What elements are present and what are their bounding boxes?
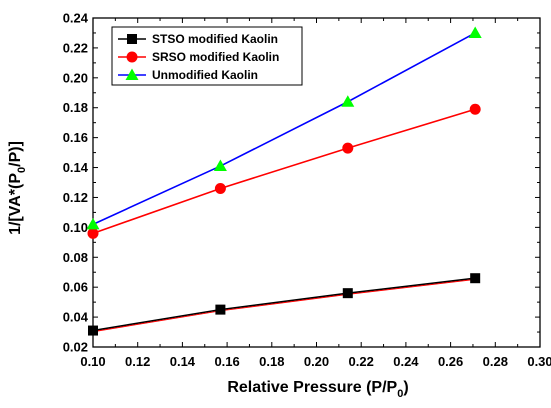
y-tick-label: 0.04 [63, 310, 89, 325]
data-point [342, 142, 354, 154]
data-point [87, 227, 99, 239]
y-tick-label: 0.22 [63, 40, 88, 55]
y-tick-label: 0.10 [63, 220, 88, 235]
y-axis-title: 1/[VA*(P0/P)] [7, 141, 28, 235]
x-axis-title: Relative Pressure (P/P0) [227, 379, 408, 400]
y-tick-label: 0.02 [63, 340, 88, 355]
x-tick-label: 0.24 [393, 354, 419, 369]
legend-marker [126, 51, 138, 63]
data-point [468, 26, 482, 38]
x-tick-label: 0.14 [170, 354, 196, 369]
y-tick-label: 0.08 [63, 250, 88, 265]
series-layer [86, 26, 482, 336]
data-point [342, 288, 353, 299]
y-tick-label: 0.16 [63, 130, 88, 145]
series-2 [86, 26, 482, 230]
data-point [213, 159, 227, 172]
data-point [88, 325, 98, 336]
x-tick-label: 0.28 [483, 354, 508, 369]
x-tick-label: 0.12 [125, 354, 150, 369]
x-tick-label: 0.30 [527, 354, 551, 369]
x-tick-label: 0.20 [304, 354, 329, 369]
series-line [92, 108, 476, 235]
legend-marker [125, 68, 139, 80]
legend-label: Unmodified Kaolin [152, 68, 258, 82]
series-line [92, 277, 476, 332]
legend-label: SRSO modified Kaolin [152, 50, 279, 64]
series-1 [87, 103, 481, 239]
series-0 [88, 273, 481, 336]
x-tick-label: 0.26 [438, 354, 463, 369]
data-point [86, 217, 100, 230]
y-tick-label: 0.18 [63, 100, 88, 115]
series-line [92, 32, 476, 226]
data-point [214, 182, 226, 194]
data-point [469, 103, 481, 115]
legend: STSO modified Kaolin SRSO modified Kaolin… [111, 26, 303, 86]
y-tick-label: 0.20 [63, 70, 88, 85]
data-point [341, 95, 355, 107]
x-tick-label: 0.16 [214, 354, 239, 369]
data-point [470, 273, 481, 284]
y-tick-label: 0.14 [63, 160, 89, 175]
x-tick-label: 0.18 [259, 354, 284, 369]
y-axis: 0.02 0.04 0.06 0.08 0.10 0.12 0.14 0.16 0.18 0.20… [63, 11, 540, 355]
y-tick-label: 0.12 [63, 190, 88, 205]
x-tick-label: 0.22 [349, 354, 374, 369]
y-tick-label: 0.06 [63, 280, 88, 295]
x-axis: 0.10 0.12 0.14 0.16 0.18 0.20 0.22 0.24 0.26 0.28… [80, 18, 551, 369]
data-point [215, 304, 226, 315]
fit-line [92, 278, 476, 333]
x-tick-label: 0.10 [80, 354, 105, 369]
legend-marker [127, 34, 137, 44]
y-tick-label: 0.24 [63, 11, 89, 26]
legend-label: STSO modified Kaolin [152, 32, 278, 46]
